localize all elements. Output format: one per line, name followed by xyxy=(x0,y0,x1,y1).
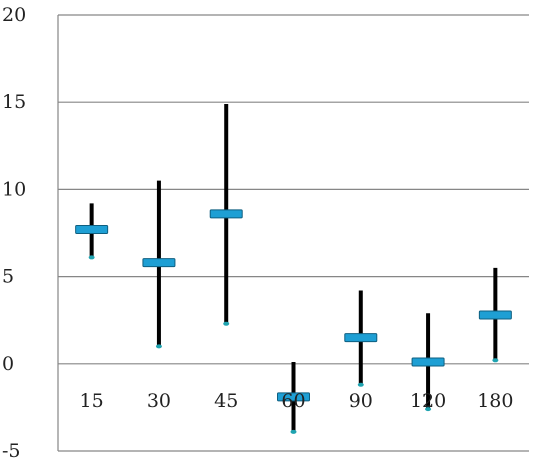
x-tick-label-120: 120 xyxy=(410,390,446,412)
x-tick-label-30: 30 xyxy=(147,390,171,412)
low-marker-15 xyxy=(88,255,95,260)
y-axis-tick-labels: -5 0 5 10 15 20 xyxy=(2,4,26,462)
x-tick-label-60: 60 xyxy=(281,390,305,412)
low-marker-30 xyxy=(155,344,162,349)
mean-marker-60 xyxy=(277,392,310,402)
x-tick-label-45: 45 xyxy=(214,390,238,412)
low-marker-90 xyxy=(357,382,364,387)
mean-marker-30 xyxy=(142,258,176,268)
low-markers xyxy=(88,255,499,434)
y-tick-label-0: 0 xyxy=(2,353,14,375)
low-marker-120 xyxy=(425,407,432,412)
y-tick-label-15: 15 xyxy=(2,91,26,113)
y-tick-label-5: 5 xyxy=(2,266,14,288)
x-tick-label-180: 180 xyxy=(477,390,513,412)
mean-marker-15 xyxy=(75,225,109,235)
mean-marker-90 xyxy=(344,333,378,343)
x-tick-label-15: 15 xyxy=(80,390,104,412)
low-marker-60 xyxy=(290,429,297,434)
range-lines xyxy=(89,103,498,432)
mean-marker-180 xyxy=(478,310,512,320)
mean-markers xyxy=(75,209,512,402)
gridlines xyxy=(58,14,529,452)
mean-marker-120 xyxy=(411,357,445,367)
y-tick-label--5: -5 xyxy=(2,440,21,462)
low-marker-180 xyxy=(492,358,499,363)
x-axis-tick-labels: 15 30 45 60 90 120 180 xyxy=(80,390,514,412)
y-tick-label-20: 20 xyxy=(2,4,26,26)
low-marker-45 xyxy=(223,321,230,326)
y-tick-label-10: 10 xyxy=(2,178,26,200)
x-tick-label-90: 90 xyxy=(349,390,373,412)
mean-marker-45 xyxy=(209,209,243,219)
